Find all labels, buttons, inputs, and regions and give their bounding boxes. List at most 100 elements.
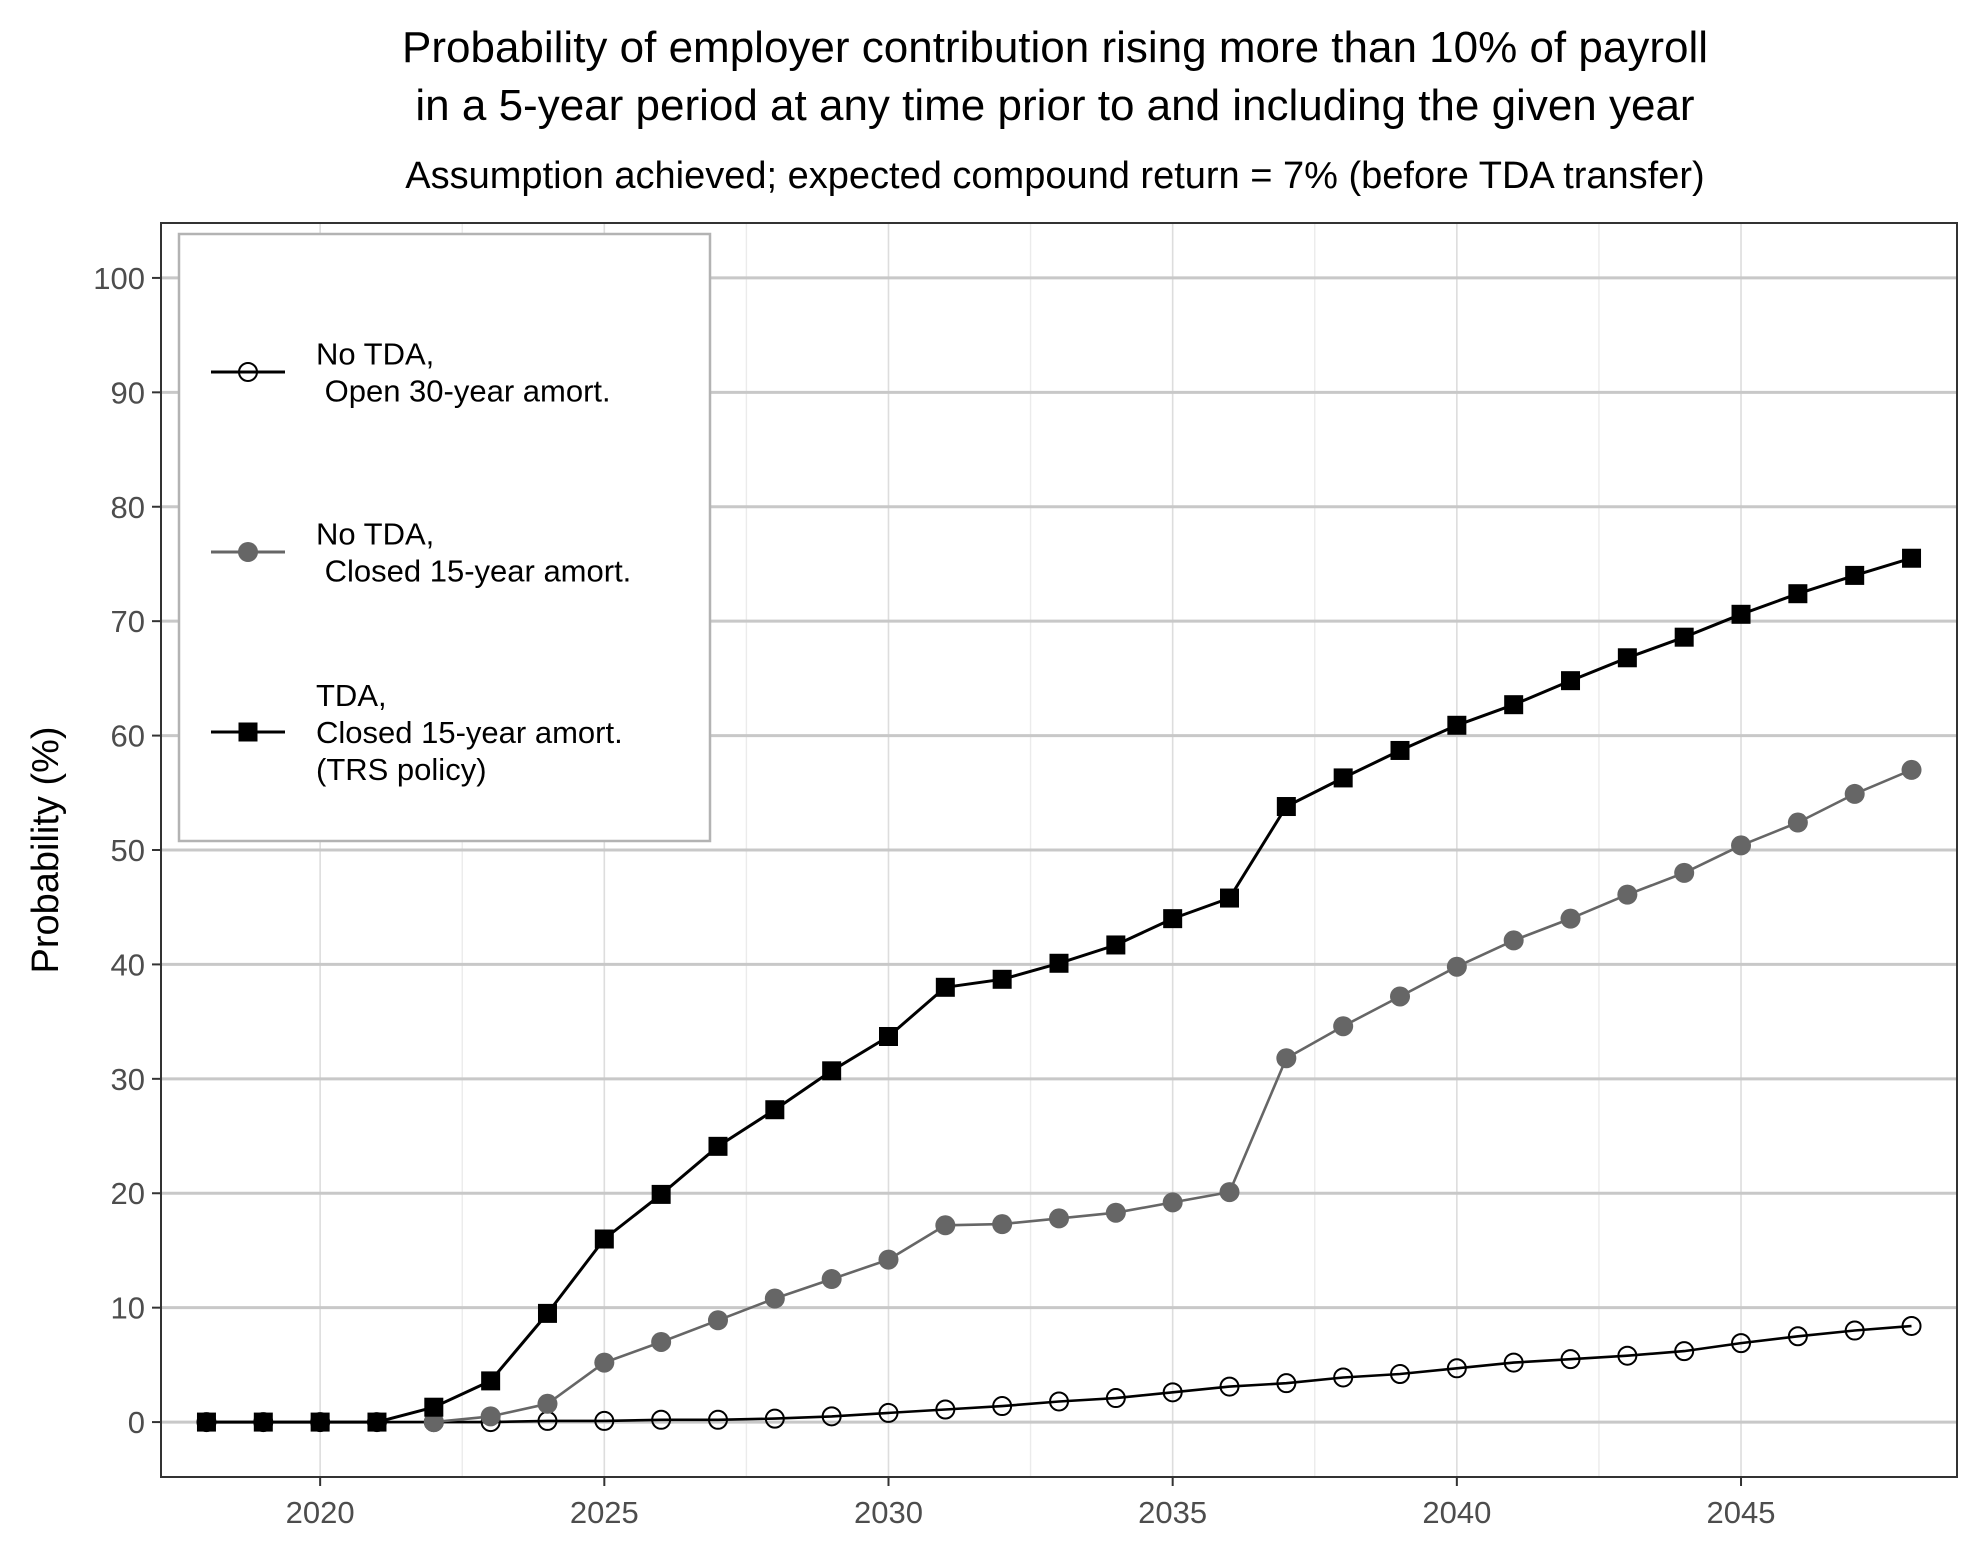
legend-label: No TDA, Closed 15-year amort. [316,517,631,589]
legend: No TDA, Open 30-year amort. No TDA, Close… [177,232,712,843]
legend-label-line: TDA, [316,678,387,713]
y-tick-label: 90 [111,375,145,410]
legend-key-marker [238,542,258,562]
data-point [1049,953,1069,973]
x-tick-label: 2030 [854,1495,923,1530]
data-point [1674,1341,1695,1362]
series-3 [196,548,1922,1432]
data-point [1390,986,1411,1007]
data-point [537,1303,557,1323]
data-point [878,1249,899,1270]
data-point [481,1371,501,1391]
data-point [1276,1048,1297,1069]
data-point [1219,1376,1240,1397]
data-point [1333,768,1353,788]
data-point [1049,1391,1069,1412]
data-point [1617,648,1637,668]
legend-key-marker [238,722,258,742]
data-point [1788,584,1808,604]
legend-label-line: Open 30-year amort. [316,374,611,409]
data-point [1787,812,1808,833]
data-point [1162,1192,1183,1213]
chart-title-line-1: Probability of employer contribution ris… [402,23,1708,72]
data-point [1220,888,1240,908]
data-point [1902,548,1922,568]
data-point [935,977,955,997]
data-point [1617,884,1638,905]
data-point [594,1352,615,1373]
data-point [1503,930,1524,951]
x-tick-label: 2035 [1138,1495,1207,1530]
data-point [1447,715,1467,735]
x-tick-label: 2025 [570,1495,639,1530]
legend-item-3: TDA, Closed 15-year amort. (TRS policy) [211,678,623,787]
y-tick-label: 60 [111,719,145,754]
data-point [1674,862,1695,883]
data-point [1901,1315,1922,1336]
legend-box [177,232,712,843]
data-point [196,1412,216,1432]
data-point [1390,1364,1411,1385]
data-point [1844,1320,1865,1341]
data-point [651,1184,671,1204]
data-point [1105,1388,1126,1409]
data-point [992,1214,1013,1235]
data-point [935,1399,956,1420]
series-2 [423,759,1922,1433]
series [196,548,1922,1433]
data-point [1617,1345,1638,1366]
y-tick-label: 70 [111,604,145,639]
legend-label-line: Closed 15-year amort. [316,715,623,750]
data-point [1333,1016,1354,1037]
legend-key-marker [238,362,258,382]
data-point [822,1061,842,1081]
series-1 [196,1315,1922,1433]
chart-title-line-2: in a 5-year period at any time prior to … [415,81,1694,130]
y-tick-label: 20 [111,1176,145,1211]
data-point [423,1412,444,1433]
data-point [1560,908,1581,929]
x-tick-label: 2020 [286,1495,355,1530]
legend-label: No TDA, Open 30-year amort. [316,337,611,409]
y-axis-label: Probability (%) [25,726,67,973]
chart-subtitle: Assumption achieved; expected compound r… [405,155,1704,197]
data-point [1844,783,1865,804]
y-tick-label: 0 [128,1405,145,1440]
data-point [367,1412,387,1432]
data-point [424,1397,444,1417]
data-point [708,1136,728,1156]
data-point [1333,1367,1354,1388]
data-point [992,1396,1013,1417]
x-tick-label: 2045 [1707,1495,1776,1530]
data-point [1162,1382,1183,1403]
data-point [1674,627,1694,647]
data-point [765,1100,785,1120]
data-point [1560,1349,1581,1370]
data-point [1276,797,1296,817]
legend-label: TDA, Closed 15-year amort. (TRS policy) [316,678,623,787]
data-point [1163,909,1183,929]
data-point [764,1408,785,1429]
data-point [1901,759,1922,780]
data-point [764,1288,785,1309]
data-point [1049,1208,1069,1229]
data-point [1105,1202,1126,1223]
data-point [1504,695,1524,715]
data-point [651,1331,672,1352]
data-point [1446,956,1467,977]
data-point [935,1215,956,1236]
data-point [253,1412,273,1432]
data-point [878,1026,898,1046]
data-point [1390,740,1410,760]
y-tick-label: 50 [111,833,145,868]
data-point [1561,671,1581,691]
data-point [1731,1333,1752,1354]
y-tick-label: 40 [111,947,145,982]
data-point [1845,565,1865,585]
data-point [594,1229,614,1249]
legend-label-line: (TRS policy) [316,752,487,787]
legend-item-2: No TDA, Closed 15-year amort. [211,517,631,589]
y-tick-label: 100 [93,261,145,296]
